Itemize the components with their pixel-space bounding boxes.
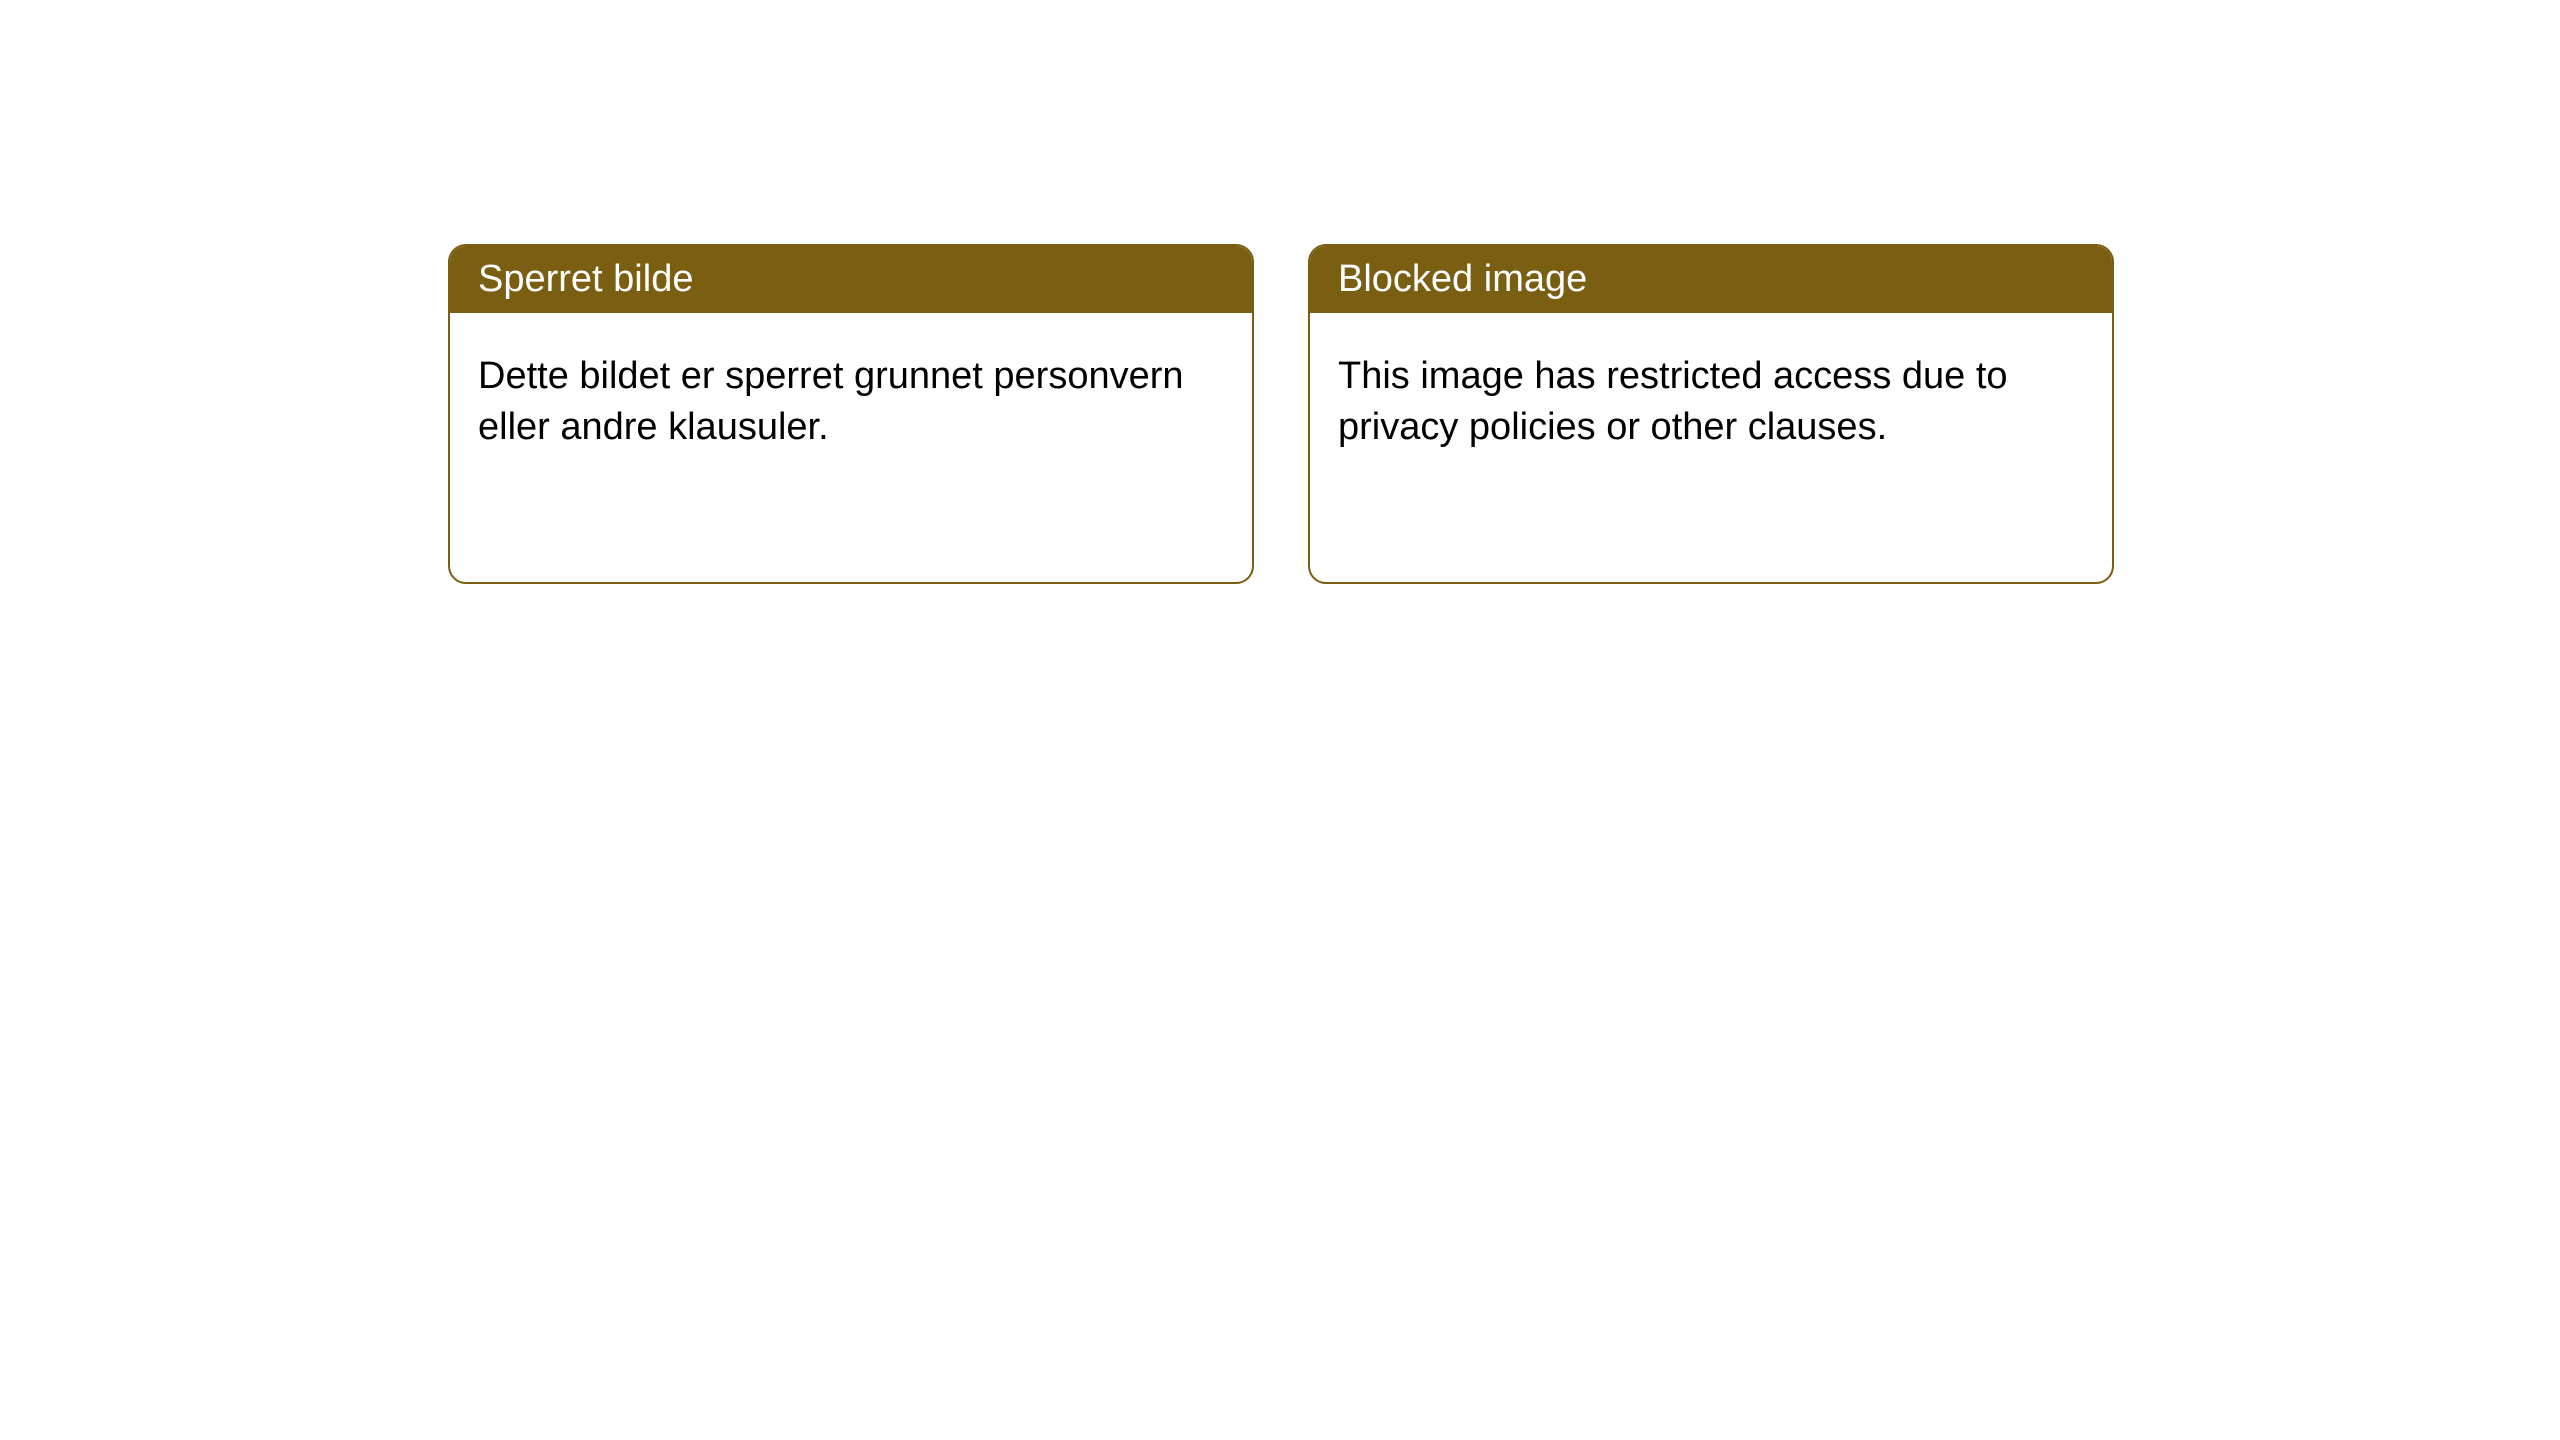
notice-card-english: Blocked image This image has restricted … xyxy=(1308,244,2114,584)
notice-header: Sperret bilde xyxy=(450,246,1252,313)
notice-header: Blocked image xyxy=(1310,246,2112,313)
notice-body: Dette bildet er sperret grunnet personve… xyxy=(450,313,1252,492)
notice-card-norwegian: Sperret bilde Dette bildet er sperret gr… xyxy=(448,244,1254,584)
notice-body: This image has restricted access due to … xyxy=(1310,313,2112,492)
notice-title: Blocked image xyxy=(1338,258,1587,300)
notice-container: Sperret bilde Dette bildet er sperret gr… xyxy=(448,244,2114,584)
notice-text: Dette bildet er sperret grunnet personve… xyxy=(478,355,1184,448)
notice-title: Sperret bilde xyxy=(478,258,693,300)
notice-text: This image has restricted access due to … xyxy=(1338,355,2008,448)
